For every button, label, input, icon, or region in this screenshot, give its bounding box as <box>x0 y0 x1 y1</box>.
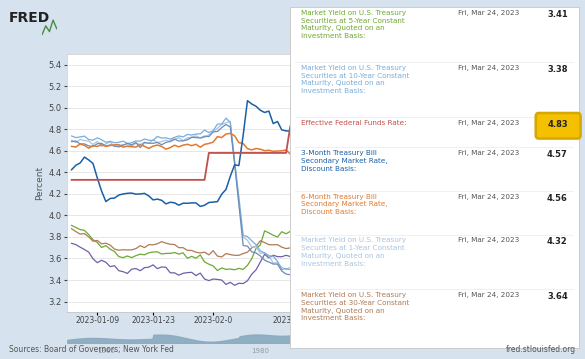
Text: Market Yield on U.S. Treasury
Securities at 1-Year Constant
Maturity, Quoted on : Market Yield on U.S. Treasury Securities… <box>301 237 407 266</box>
Text: Market Yield on U.S. Treasury
Securities at 30-Year Constant
Maturity, Quoted on: Market Yield on U.S. Treasury Securities… <box>301 292 410 321</box>
Text: Market Yield on U.S. Treasury
Securities at 5-Year Constant
Maturity, Quoted on : Market Yield on U.S. Treasury Securities… <box>301 10 407 39</box>
Text: Sources: Board of Governors; New York Fed: Sources: Board of Governors; New York Fe… <box>9 345 174 354</box>
Text: Fri, Mar 24, 2023: Fri, Mar 24, 2023 <box>457 10 519 16</box>
Text: 3.41: 3.41 <box>547 10 568 19</box>
Text: Fri, Mar 24, 2023: Fri, Mar 24, 2023 <box>457 120 519 126</box>
Text: Fri, Mar 24, 2023: Fri, Mar 24, 2023 <box>457 65 519 71</box>
Text: 1960: 1960 <box>97 348 115 354</box>
Text: 3.64: 3.64 <box>547 292 568 301</box>
Text: 6-Month Treasury Bill
Secondary Market Rate,
Discount Basis:: 6-Month Treasury Bill Secondary Market R… <box>301 194 388 215</box>
Text: fred.stlouisfed.org: fred.stlouisfed.org <box>506 345 576 354</box>
Text: Effective Federal Funds Rate:: Effective Federal Funds Rate: <box>301 120 407 126</box>
Text: 4.83: 4.83 <box>548 120 569 129</box>
Text: Fri, Mar 24, 2023: Fri, Mar 24, 2023 <box>457 237 519 243</box>
Text: Market Yield on U.S. Treasury
Securities at 10-Year Constant
Maturity, Quoted on: Market Yield on U.S. Treasury Securities… <box>301 65 410 94</box>
Text: 3.38: 3.38 <box>547 65 567 74</box>
Text: Fri, Mar 24, 2023: Fri, Mar 24, 2023 <box>457 292 519 298</box>
Text: 4.56: 4.56 <box>547 194 568 203</box>
Y-axis label: Percent: Percent <box>35 166 44 200</box>
Text: FRED: FRED <box>9 11 50 25</box>
Text: Fri, Mar 24, 2023: Fri, Mar 24, 2023 <box>457 194 519 200</box>
Text: 1980: 1980 <box>252 348 269 354</box>
Text: Fri, Mar 24, 2023: Fri, Mar 24, 2023 <box>457 150 519 156</box>
Text: 3-Month Treasury Bill
Secondary Market Rate,
Discount Basis:: 3-Month Treasury Bill Secondary Market R… <box>301 150 388 172</box>
Text: 4.57: 4.57 <box>547 150 568 159</box>
Text: 4.32: 4.32 <box>547 237 568 246</box>
FancyBboxPatch shape <box>536 113 580 139</box>
